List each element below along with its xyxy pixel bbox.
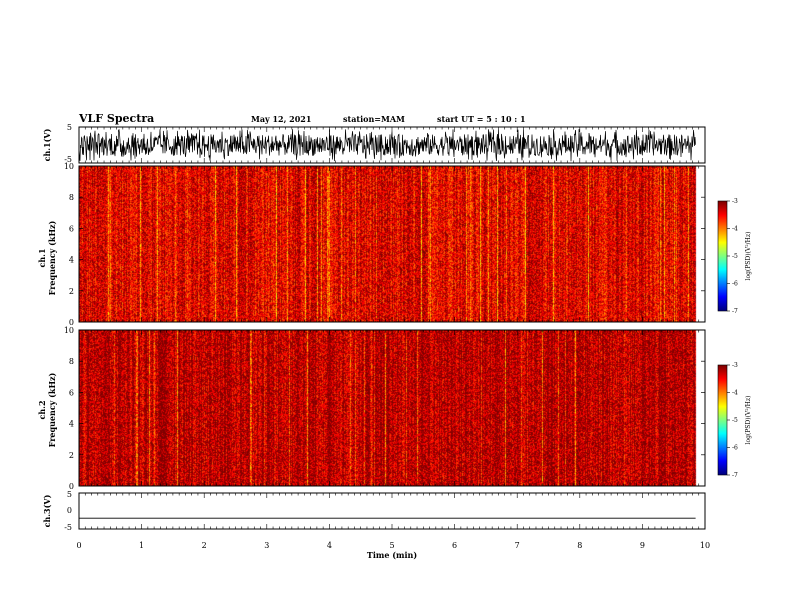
- ch2-spectrogram-heatmap: [79, 330, 705, 486]
- ytick-label: 8: [69, 357, 74, 366]
- ch3-waveform-ylabel: ch.3(V): [42, 494, 52, 527]
- xtick-label: 2: [202, 541, 207, 550]
- ch1-waveform-ylabel: ch.1(V): [42, 128, 52, 161]
- ch1-waveform-panel: 5 -5 ch.1(V): [42, 123, 706, 164]
- xtick-label: 10: [700, 541, 710, 550]
- colorbar-tick-label: -7: [732, 472, 738, 479]
- ch1-colorbar-label: log(PSD)(V²/Hz): [745, 232, 752, 281]
- colorbar-tick-label: -6: [732, 281, 738, 288]
- xtick-label: 1: [139, 541, 144, 550]
- colorbar-tick-label: -5: [732, 253, 738, 260]
- ch1-frequency-ylabel: Frequency (kHz): [47, 220, 57, 295]
- xtick-label: 8: [577, 541, 582, 550]
- ytick-label: 10: [64, 326, 74, 335]
- ch1-ytick-bottom: -5: [64, 155, 72, 164]
- ch2-colorbar: -3 -4 -5 -6 -7 log(PSD)(V²/Hz): [717, 362, 752, 479]
- ch1-spectrogram-panel: 0 2 4 6 8 10 ch.1 Frequency (kHz): [37, 162, 706, 327]
- ch1-waveform-line: [78, 128, 696, 162]
- ytick-label: 10: [64, 162, 74, 171]
- ch1-spectrogram-heatmap: [79, 166, 705, 322]
- ch1-ytick-top: 5: [67, 123, 72, 132]
- ytick-label: 6: [69, 388, 74, 397]
- ch3-ytick-0: 0: [67, 506, 72, 515]
- ch2-colorbar-gradient: [718, 365, 727, 475]
- ytick-label: 4: [69, 420, 74, 429]
- ch3-waveform-panel: 5 0 -5 ch.3(V) 0 1 2 3 4 5 6 7 8 9 10 Time (min): [42, 127, 710, 560]
- chart-title: VLF Spectra: [78, 112, 154, 125]
- colorbar-tick-label: -7: [732, 308, 738, 315]
- ytick-label: 6: [69, 224, 74, 233]
- ch3-ytick-neg5: -5: [64, 523, 72, 532]
- ytick-label: 0: [69, 482, 74, 491]
- ch3-ytick-5: 5: [67, 490, 72, 499]
- xtick-label: 0: [76, 541, 81, 550]
- ch2-frequency-ylabel: Frequency (kHz): [47, 372, 57, 447]
- ytick-label: 0: [69, 318, 74, 327]
- ch3-waveform-frame: [78, 492, 706, 530]
- xtick-label: 9: [640, 541, 645, 550]
- xtick-label: 6: [452, 541, 457, 550]
- colorbar-tick-label: -6: [732, 445, 738, 452]
- ch1-channel-label: ch.1: [37, 248, 47, 267]
- ytick-label: 2: [69, 451, 74, 460]
- ch1-colorbar-gradient: [718, 201, 727, 311]
- ch2-colorbar-label: log(PSD)(V²/Hz): [745, 396, 752, 445]
- start-ut-label: start UT = 5 : 10 : 1: [437, 114, 526, 124]
- xtick-label: 7: [515, 541, 520, 550]
- xtick-label: 5: [389, 541, 394, 550]
- xtick-label: 4: [327, 541, 332, 550]
- colorbar-tick-label: -3: [732, 198, 738, 205]
- ytick-label: 2: [69, 287, 74, 296]
- ytick-label: 4: [69, 256, 74, 265]
- ytick-label: 8: [69, 193, 74, 202]
- ch2-spectrogram-panel: 0 2 4 6 8 10 ch.2 Frequency (kHz): [37, 326, 706, 491]
- xtick-label: 3: [264, 541, 269, 550]
- ch1-colorbar: -3 -4 -5 -6 -7 log(PSD)(V²/Hz): [717, 198, 752, 315]
- station-label: station=MAM: [343, 114, 405, 124]
- colorbar-tick-label: -4: [732, 226, 738, 233]
- ch2-channel-label: ch.2: [37, 400, 47, 419]
- colorbar-tick-label: -5: [732, 417, 738, 424]
- colorbar-tick-label: -4: [732, 390, 738, 397]
- time-xlabel: Time (min): [367, 550, 417, 560]
- date-label: May 12, 2021: [251, 114, 311, 124]
- colorbar-tick-label: -3: [732, 362, 738, 369]
